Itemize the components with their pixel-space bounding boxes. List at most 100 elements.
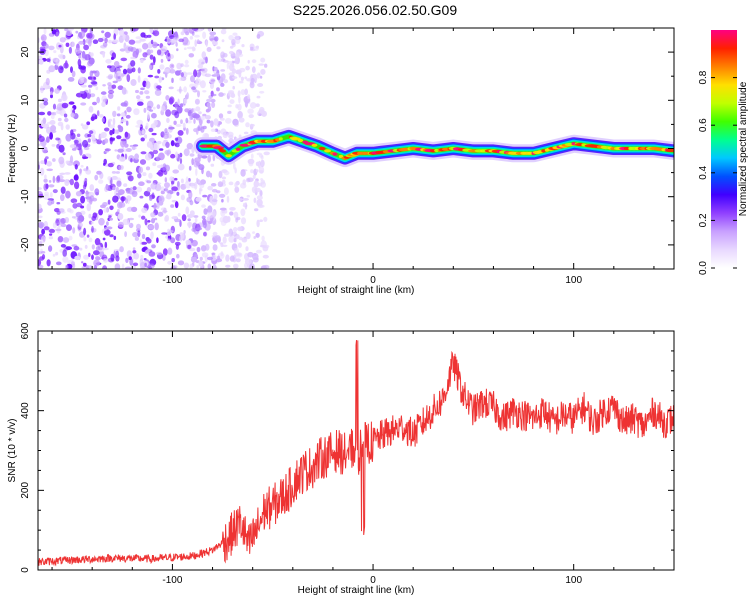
noise-speckle <box>149 49 154 54</box>
noise-speckle <box>207 185 213 191</box>
noise-speckle <box>45 77 50 86</box>
noise-speckle <box>220 251 224 257</box>
noise-speckle <box>38 135 45 142</box>
noise-speckle <box>179 77 185 82</box>
noise-speckle <box>57 98 62 103</box>
noise-speckle <box>149 54 154 60</box>
noise-speckle <box>184 94 188 100</box>
noise-speckle <box>152 30 160 37</box>
noise-speckle <box>166 238 171 242</box>
noise-speckle <box>83 147 90 151</box>
noise-speckle <box>93 264 98 269</box>
noise-speckle <box>207 28 212 32</box>
noise-speckle <box>128 217 135 221</box>
noise-speckle <box>94 238 101 246</box>
noise-speckle <box>132 186 137 191</box>
noise-speckle <box>90 116 95 122</box>
noise-speckle <box>220 128 227 135</box>
noise-speckle <box>38 215 43 219</box>
noise-speckle <box>51 29 57 35</box>
noise-speckle <box>223 79 228 84</box>
noise-speckle <box>206 98 212 103</box>
noise-speckle <box>165 141 170 148</box>
noise-speckle <box>136 223 141 230</box>
noise-speckle <box>216 87 220 92</box>
noise-speckle <box>150 231 154 240</box>
noise-speckle <box>197 126 201 132</box>
noise-speckle <box>191 158 195 166</box>
noise-speckle <box>110 253 115 262</box>
noise-speckle <box>189 200 194 206</box>
colorbar-tick-label: 0.2 <box>698 213 709 227</box>
noise-speckle <box>119 48 126 52</box>
noise-speckle <box>233 227 238 232</box>
noise-speckle <box>51 199 55 205</box>
noise-speckle <box>231 38 236 46</box>
y-tick-label: -20 <box>20 237 31 252</box>
noise-speckle <box>66 224 72 232</box>
noise-speckle <box>240 89 246 96</box>
noise-speckle <box>220 29 227 35</box>
noise-speckle <box>163 133 169 140</box>
noise-speckle <box>211 93 217 97</box>
noise-speckle <box>243 202 246 207</box>
noise-speckle <box>60 244 66 248</box>
noise-speckle <box>50 124 57 132</box>
ridge-hotspot <box>527 151 534 155</box>
noise-speckle <box>70 66 73 73</box>
noise-speckle <box>140 254 144 260</box>
noise-speckle <box>79 91 85 94</box>
noise-speckle <box>200 28 204 31</box>
noise-speckle <box>188 191 193 199</box>
y-axis-label: Frequency (Hz) <box>7 114 18 183</box>
noise-speckle <box>56 175 60 182</box>
noise-speckle <box>200 115 205 121</box>
noise-speckle <box>168 86 174 90</box>
noise-speckle <box>145 81 151 89</box>
noise-speckle <box>62 237 70 243</box>
noise-speckle <box>118 189 125 195</box>
noise-speckle <box>237 226 243 232</box>
noise-speckle <box>67 208 72 213</box>
noise-speckle <box>170 204 175 208</box>
noise-speckle <box>46 168 53 172</box>
noise-speckle <box>156 104 161 110</box>
noise-speckle <box>170 140 175 147</box>
noise-speckle <box>76 216 83 224</box>
noise-speckle <box>73 246 80 251</box>
noise-speckle <box>73 160 80 167</box>
noise-speckle <box>109 129 113 136</box>
noise-speckle <box>165 186 169 193</box>
noise-speckle <box>40 85 44 94</box>
noise-speckle <box>156 155 161 162</box>
noise-speckle <box>146 187 152 193</box>
noise-speckle <box>237 103 242 111</box>
noise-speckle <box>135 89 139 94</box>
noise-speckle <box>154 222 159 231</box>
noise-speckle <box>190 75 195 83</box>
noise-speckle <box>227 131 234 138</box>
noise-speckle <box>216 46 221 50</box>
noise-speckle <box>115 171 121 174</box>
noise-speckle <box>38 143 42 146</box>
noise-speckle <box>111 56 114 61</box>
noise-speckle <box>120 102 128 107</box>
noise-speckle <box>96 170 102 175</box>
noise-speckle <box>164 128 168 134</box>
noise-speckle <box>134 236 139 241</box>
ridge-hotspot <box>219 149 227 153</box>
noise-speckle <box>85 191 90 195</box>
noise-speckle <box>142 43 149 50</box>
noise-speckle <box>230 93 236 98</box>
noise-speckle <box>156 251 163 256</box>
noise-speckle <box>254 208 259 212</box>
noise-speckle <box>193 113 200 119</box>
noise-speckle <box>217 181 224 188</box>
noise-speckle <box>237 242 242 248</box>
noise-speckle <box>177 98 180 107</box>
noise-speckle <box>187 120 192 124</box>
noise-speckle <box>174 101 178 109</box>
noise-speckle <box>43 220 48 229</box>
noise-speckle <box>180 72 184 78</box>
noise-speckle <box>92 101 97 106</box>
